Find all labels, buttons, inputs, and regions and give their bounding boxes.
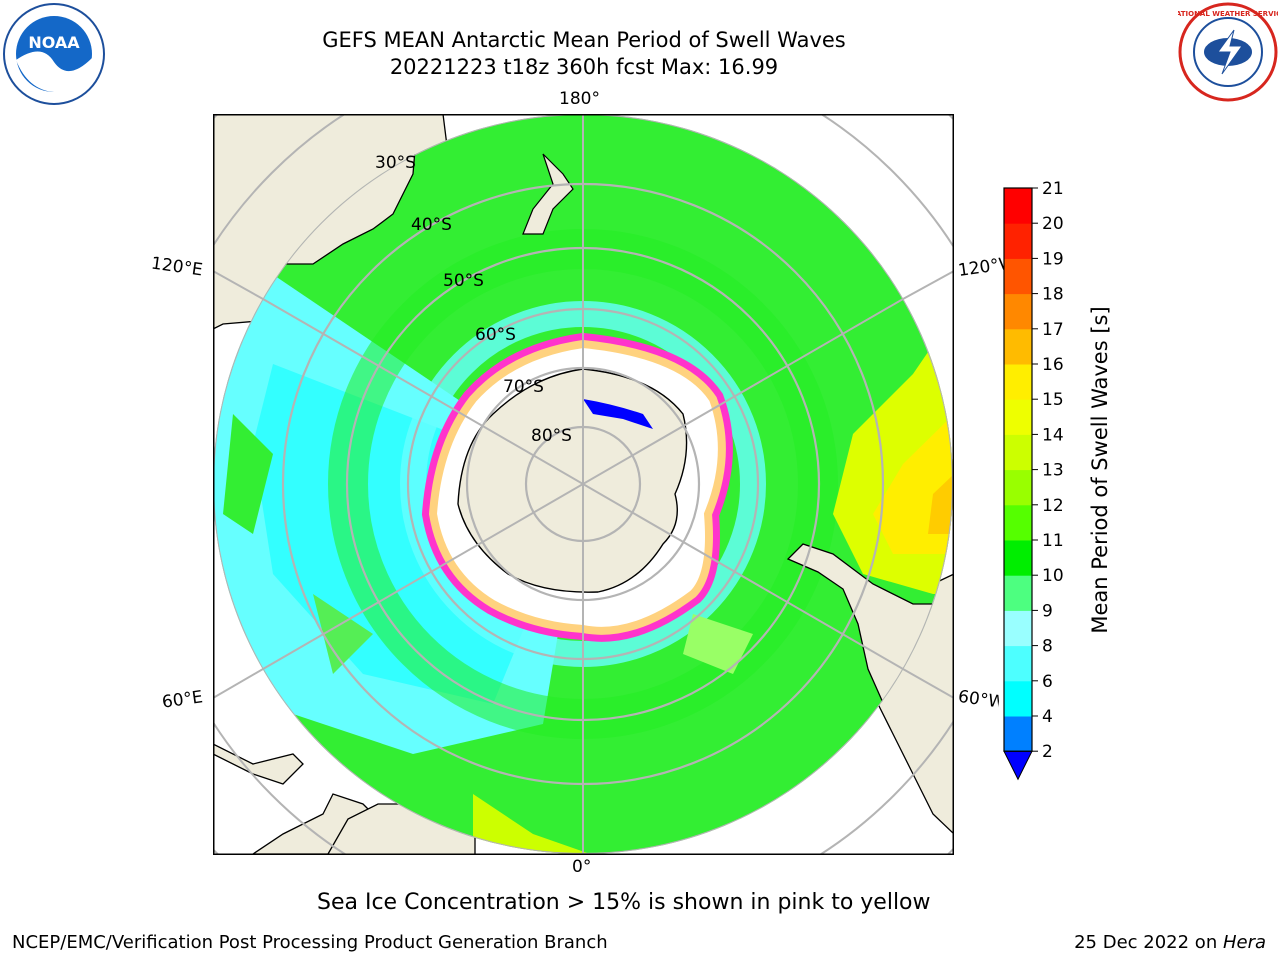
map: 30°S 40°S 50°S 60°S 70°S 80°S bbox=[213, 114, 954, 855]
colorbar-tick-label: 10 bbox=[1042, 566, 1064, 586]
nws-logo: NATIONAL WEATHER SERVICE bbox=[1178, 2, 1278, 102]
colorbar-tick-label: 17 bbox=[1042, 320, 1064, 340]
colorbar-tick-label: 4 bbox=[1042, 707, 1053, 727]
colorbar-tick-label: 14 bbox=[1042, 425, 1064, 445]
colorbar-cell bbox=[1004, 504, 1032, 541]
noaa-logo: NOAA bbox=[3, 3, 105, 105]
sea-ice-note: Sea Ice Concentration > 15% is shown in … bbox=[317, 890, 931, 915]
colorbar-cell bbox=[1004, 399, 1032, 435]
machine-name: Hera bbox=[1222, 932, 1266, 953]
colorbar-cell bbox=[1004, 645, 1032, 682]
colorbar-cell bbox=[1004, 610, 1032, 647]
colorbar-cell bbox=[1004, 364, 1032, 400]
colorbar-tick-label: 9 bbox=[1042, 601, 1053, 621]
run-date: 25 Dec 2022 on Hera bbox=[1074, 932, 1266, 953]
colorbar: 2 4 6 8 9 10 11 12 13 14 15 16 17 18 19 20 21 Mean Perio… bbox=[1003, 180, 1112, 781]
lat-label-80s: 80°S bbox=[531, 426, 572, 446]
colorbar-cell bbox=[1004, 469, 1032, 506]
colorbar-tick-label: 11 bbox=[1042, 531, 1064, 551]
colorbar-tick-label: 18 bbox=[1042, 285, 1064, 305]
colorbar-tick-label: 21 bbox=[1042, 180, 1064, 199]
meridians bbox=[262, 114, 904, 854]
lon-label-0: 0° bbox=[572, 857, 592, 877]
colorbar-label: Mean Period of Swell Waves [s] bbox=[1088, 306, 1112, 633]
lat-label-70s: 70°S bbox=[503, 377, 544, 397]
colorbar-cell bbox=[1004, 293, 1032, 330]
chart-subtitle: 20221223 t18z 360h fcst Max: 16.99 bbox=[389, 55, 779, 79]
run-date-text: 25 Dec 2022 on bbox=[1074, 932, 1223, 953]
colorbar-tick-label: 2 bbox=[1042, 742, 1053, 762]
colorbar-cell bbox=[1004, 223, 1032, 259]
colorbar-cell bbox=[1004, 328, 1032, 365]
colorbar-cell bbox=[1004, 680, 1032, 717]
colorbar-cell bbox=[1004, 258, 1032, 295]
noaa-logo-text: NOAA bbox=[28, 33, 80, 52]
chart-title: GEFS MEAN Antarctic Mean Period of Swell… bbox=[322, 28, 846, 52]
producer-credit: NCEP/EMC/Verification Post Processing Pr… bbox=[12, 932, 608, 953]
lat-label-30s: 30°S bbox=[375, 153, 416, 173]
colorbar-tick-label: 6 bbox=[1042, 672, 1053, 692]
colorbar-tick-label: 13 bbox=[1042, 461, 1064, 481]
colorbar-cell bbox=[1004, 716, 1032, 752]
lat-label-40s: 40°S bbox=[411, 215, 452, 235]
lat-label-50s: 50°S bbox=[443, 271, 484, 291]
colorbar-cell bbox=[1004, 188, 1032, 224]
colorbar-cells bbox=[1003, 187, 1033, 781]
lon-label-60e: 60°E bbox=[160, 687, 205, 713]
colorbar-cell bbox=[1004, 434, 1032, 471]
map-border bbox=[213, 114, 954, 855]
colorbar-tick-label: 20 bbox=[1042, 214, 1064, 234]
lon-label-180: 180° bbox=[559, 89, 600, 109]
lat-label-60s: 60°S bbox=[475, 325, 516, 345]
colorbar-cell bbox=[1004, 575, 1032, 611]
colorbar-tick-label: 15 bbox=[1042, 390, 1064, 410]
colorbar-ticks: 2 4 6 8 9 10 11 12 13 14 15 16 17 18 19 20 21 bbox=[1032, 180, 1064, 762]
colorbar-tick-label: 8 bbox=[1042, 637, 1053, 657]
colorbar-extension bbox=[1003, 750, 1033, 781]
colorbar-tick-label: 19 bbox=[1042, 249, 1064, 269]
nws-logo-text: NATIONAL WEATHER SERVICE bbox=[1178, 10, 1278, 18]
colorbar-tick-label: 16 bbox=[1042, 355, 1064, 375]
colorbar-cell bbox=[1004, 540, 1032, 576]
lon-label-120e: 120°E bbox=[149, 253, 204, 281]
colorbar-tick-label: 12 bbox=[1042, 496, 1064, 516]
